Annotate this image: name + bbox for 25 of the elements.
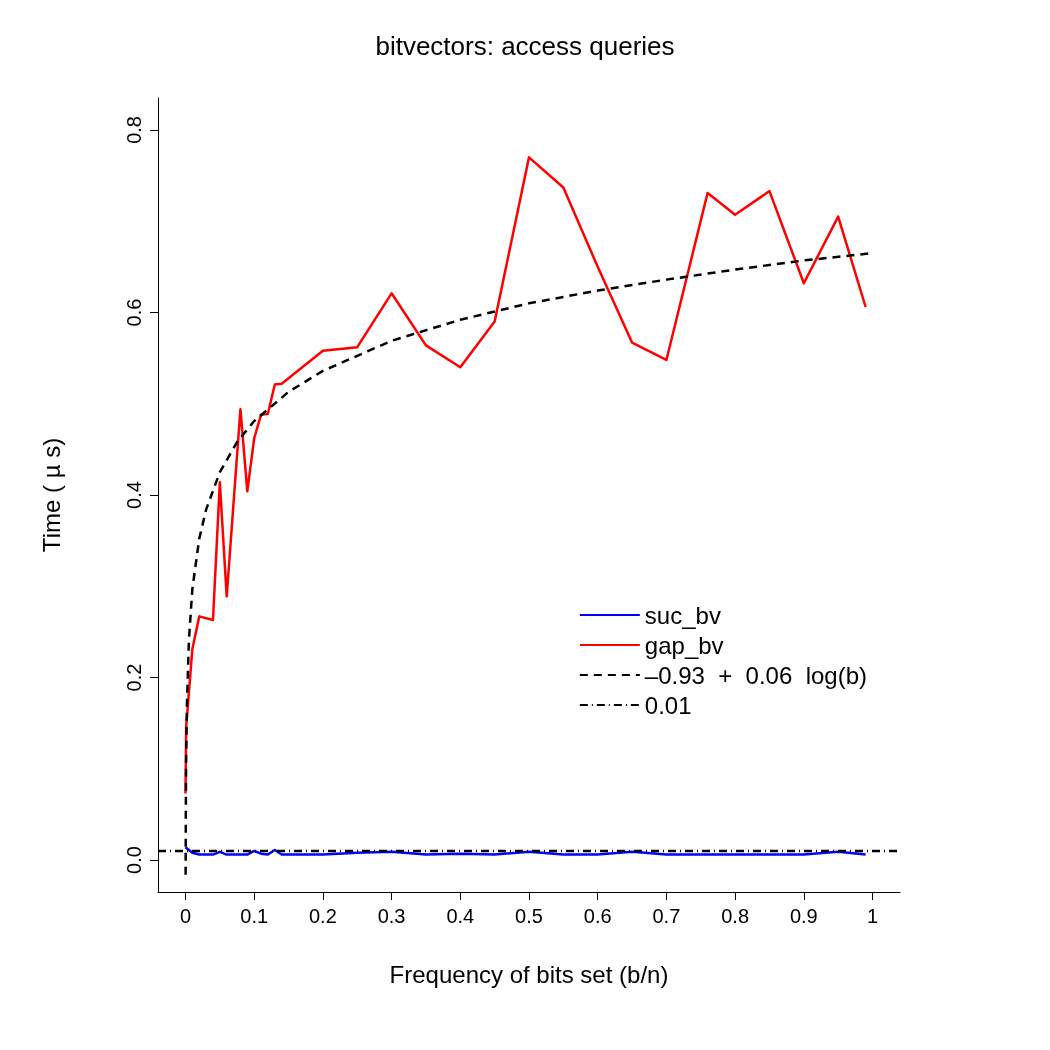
y-tick-label: 0.0	[123, 846, 145, 874]
line-series	[184, 846, 867, 856]
legend-label: 0.01	[644, 691, 692, 719]
x-tick-label: 0.5	[515, 905, 543, 927]
x-tick-label: 1	[866, 905, 879, 927]
legend-label: –0.93 + 0.06 log(b)	[644, 661, 867, 689]
x-tick-label: 0.3	[377, 905, 406, 927]
legend-label: gap_bv	[644, 631, 724, 659]
line-series	[184, 156, 867, 795]
y-axis-title: Time ( µ s)	[37, 437, 65, 553]
x-tick-label: 0.9	[789, 905, 818, 927]
y-tick-label: 0.6	[123, 298, 145, 327]
x-tick-label: 0.1	[240, 905, 269, 927]
x-tick-label: 0.7	[652, 905, 681, 927]
legend-label: suc_bv	[644, 601, 721, 629]
x-tick-label: 0.2	[308, 905, 337, 927]
y-tick-label: 0.8	[123, 116, 145, 144]
x-tick-label: 0.6	[583, 905, 612, 927]
x-tick-label: 0	[179, 905, 192, 927]
x-tick-label: 0.8	[721, 905, 750, 927]
x-tick-label: 0.4	[446, 905, 475, 927]
y-tick-label: 0.2	[123, 663, 145, 692]
x-axis-title: Frequency of bits set (b/n)	[389, 960, 669, 988]
chart-title: bitvectors: access queries	[375, 31, 675, 61]
y-tick-label: 0.4	[123, 481, 145, 509]
